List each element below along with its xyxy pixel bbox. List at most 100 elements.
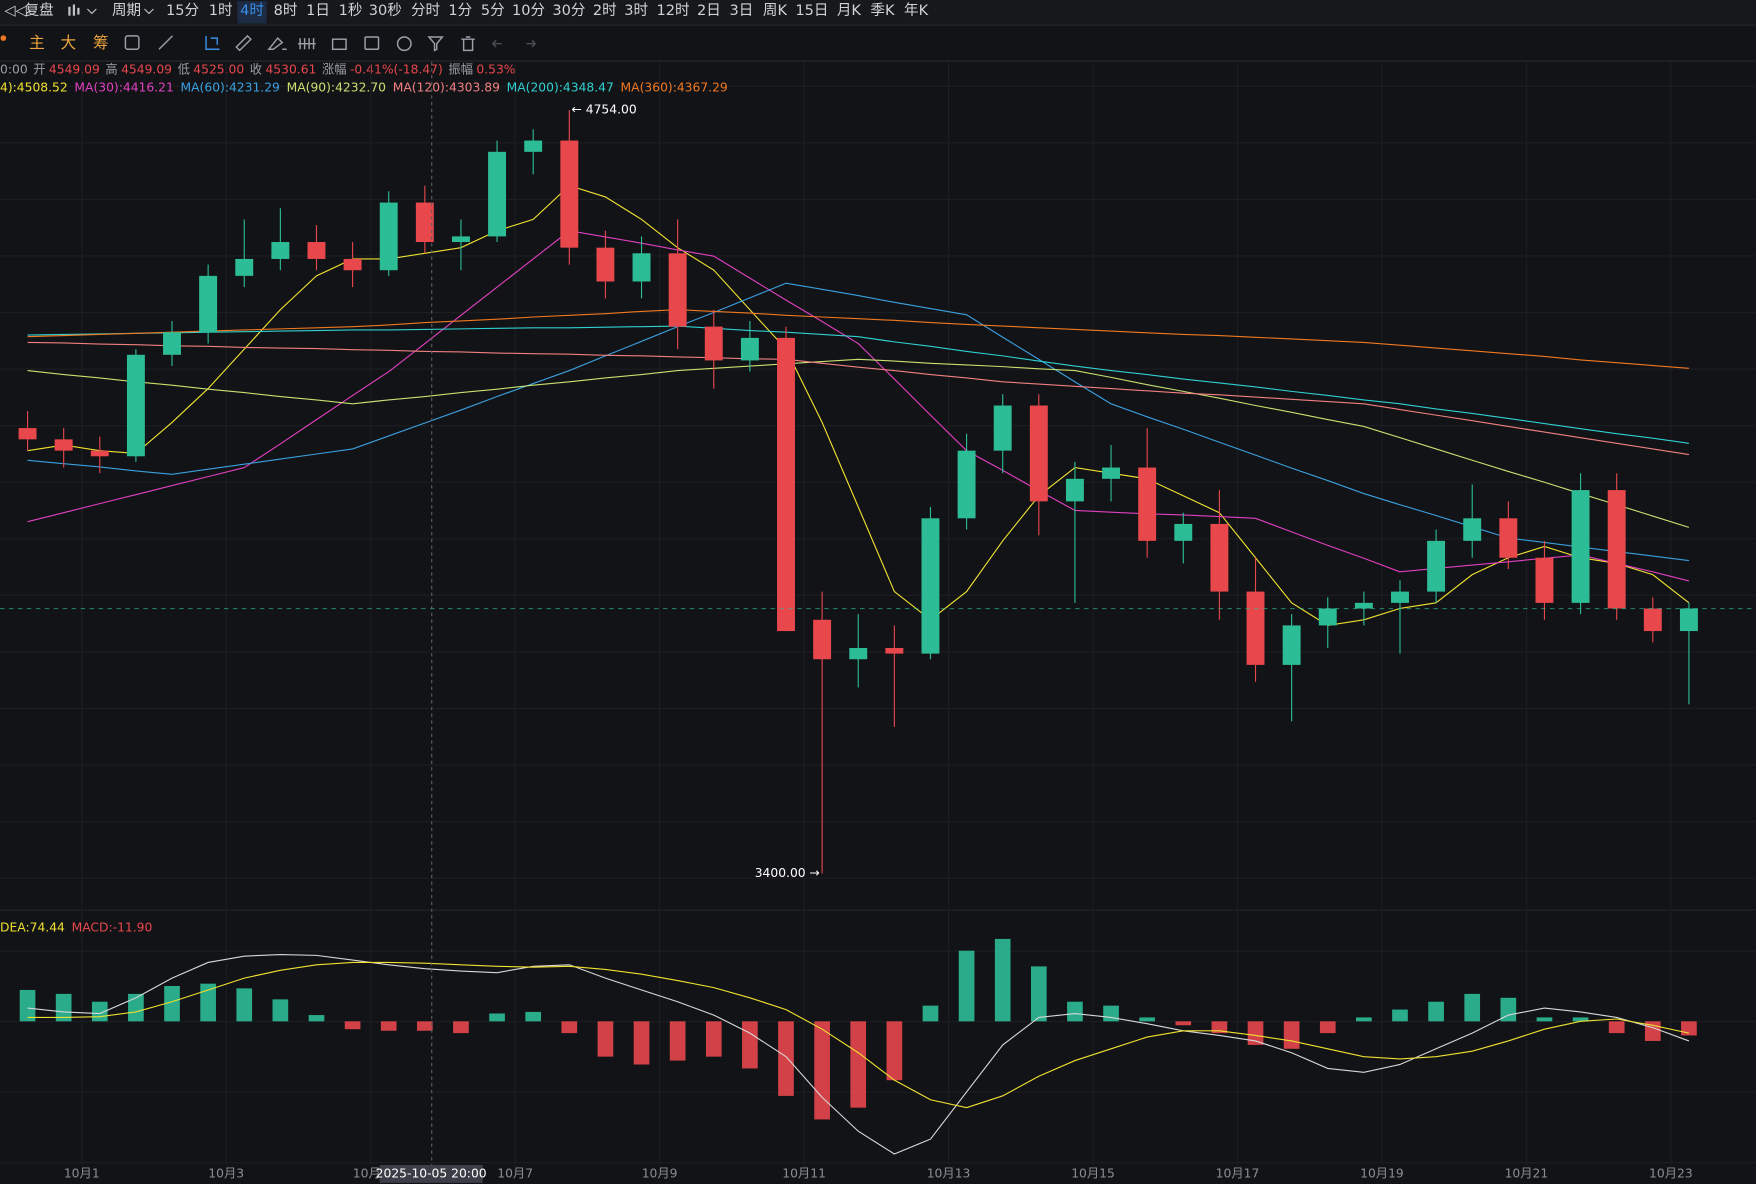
macd-line [27, 954, 1690, 1155]
candle-body [90, 450, 109, 457]
interval-tab[interactable]: 5分 [481, 2, 505, 19]
tool-icon[interactable] [297, 38, 316, 50]
indicator-button[interactable]: 筹 [93, 33, 109, 52]
x-tick-label: 10月3 [208, 1166, 244, 1180]
interval-tab[interactable]: 3时 [624, 2, 648, 19]
candle-body [1246, 591, 1265, 665]
candle-body [885, 647, 904, 654]
interval-tab[interactable]: 年K [904, 2, 929, 19]
tool-icon[interactable] [205, 35, 220, 51]
x-tick-label: 10月23 [1649, 1166, 1693, 1180]
candle-body [560, 140, 579, 248]
period-button[interactable]: 周期 [112, 2, 141, 19]
ma-line [27, 282, 1689, 562]
macd-bar [742, 1021, 758, 1069]
macd-bar [850, 1021, 867, 1108]
candle-body [1174, 523, 1193, 541]
macd-bar [525, 1011, 542, 1022]
x-tick-label: 10月17 [1216, 1166, 1260, 1180]
tool-icon[interactable] [331, 38, 347, 51]
candle-body [668, 253, 687, 327]
candle-body [379, 202, 398, 271]
candle-body [1282, 625, 1301, 665]
x-tick-label: 10月5 [353, 1166, 389, 1180]
interval-tab[interactable]: 分时 [411, 2, 440, 19]
macd-bar [1464, 993, 1481, 1022]
interval-tab[interactable]: 8时 [274, 2, 298, 19]
tool-icon[interactable] [461, 36, 475, 52]
crosshair-label: 2025-10-05 20:00 [376, 1166, 487, 1180]
macd-bar [344, 1021, 361, 1030]
candle-body [777, 337, 795, 632]
info-label: 高 [105, 61, 117, 76]
candle-body [235, 258, 254, 276]
info-value: 0.53% [476, 62, 515, 76]
legend-entry: MA(60):4231.29 [181, 80, 280, 94]
interval-tab[interactable]: 1日 [306, 2, 330, 19]
info-label: 低 [178, 62, 190, 76]
interval-tab[interactable]: 4时 [240, 2, 264, 19]
interval-tab[interactable]: 30分 [552, 2, 585, 19]
x-tick-label: 10月19 [1360, 1166, 1404, 1180]
tool-icon[interactable] [427, 36, 444, 52]
undo-icon[interactable] [492, 39, 502, 48]
candle-body [1463, 518, 1482, 541]
macd-bar [633, 1021, 650, 1065]
interval-tab[interactable]: 周K [763, 2, 788, 19]
interval-tab[interactable]: 3日 [729, 2, 753, 19]
macd-bar [236, 988, 253, 1022]
tool-icon[interactable] [267, 36, 287, 51]
tool-icon[interactable] [364, 36, 380, 51]
interval-tab[interactable]: 季K [870, 2, 895, 19]
macd-bar [55, 993, 72, 1022]
replay-button[interactable]: 复盘 [25, 1, 54, 19]
info-label: 振幅 [448, 61, 473, 76]
candle-body [1571, 490, 1590, 603]
ma-line [27, 325, 1689, 444]
legend-entry: MA(200):4348.47 [507, 80, 614, 94]
tool-icon[interactable] [396, 36, 412, 52]
crosshair-box [379, 1164, 483, 1183]
interval-tab[interactable]: 月K [837, 2, 862, 19]
interval-tab[interactable]: 1时 [209, 2, 233, 19]
macd-line [27, 961, 1690, 1109]
candle-body [343, 258, 362, 271]
interval-tab[interactable]: 30秒 [369, 2, 402, 19]
candle-body [126, 354, 145, 457]
indicator-button[interactable]: 主 [29, 33, 45, 52]
candle-body [1427, 540, 1446, 592]
tool-icon[interactable] [158, 35, 173, 50]
macd-bar [489, 1013, 505, 1022]
chart-type-icon[interactable] [68, 4, 97, 16]
macd-bar [886, 1021, 903, 1081]
macd-bar [1681, 1021, 1697, 1036]
tool-icon[interactable] [124, 35, 140, 51]
legend-entry: MA(120):4303.89 [393, 80, 500, 94]
macd-bar [669, 1021, 686, 1061]
tool-icon[interactable] [235, 34, 252, 52]
candle-body [957, 450, 976, 519]
macd-bar [1139, 1017, 1156, 1022]
macd-bar [1319, 1021, 1336, 1034]
indicator-button[interactable]: 大 [60, 33, 76, 52]
redo-icon[interactable] [526, 39, 536, 48]
interval-tab[interactable]: 1分 [448, 2, 472, 19]
macd-bar [705, 1021, 722, 1057]
macd-bar [416, 1021, 433, 1031]
interval-tab[interactable]: 10分 [512, 2, 545, 19]
legend-entry: MACD:-11.90 [72, 920, 153, 934]
info-value: 4549.09 [121, 62, 172, 76]
candle-body [163, 332, 181, 355]
replay-icon[interactable]: ◁◁ [3, 2, 26, 19]
interval-tab[interactable]: 15分 [166, 2, 199, 19]
interval-tab[interactable]: 1秒 [339, 2, 363, 19]
macd-bar [453, 1021, 469, 1034]
interval-tab[interactable]: 15日 [795, 2, 828, 19]
interval-tab[interactable]: 12时 [657, 2, 690, 19]
candle-body [1499, 518, 1518, 558]
interval-tab[interactable]: 2时 [593, 2, 617, 19]
interval-tab[interactable]: 2日 [697, 2, 721, 19]
legend-entry: 4):4508.52 [0, 80, 68, 94]
macd-bar [128, 993, 144, 1022]
